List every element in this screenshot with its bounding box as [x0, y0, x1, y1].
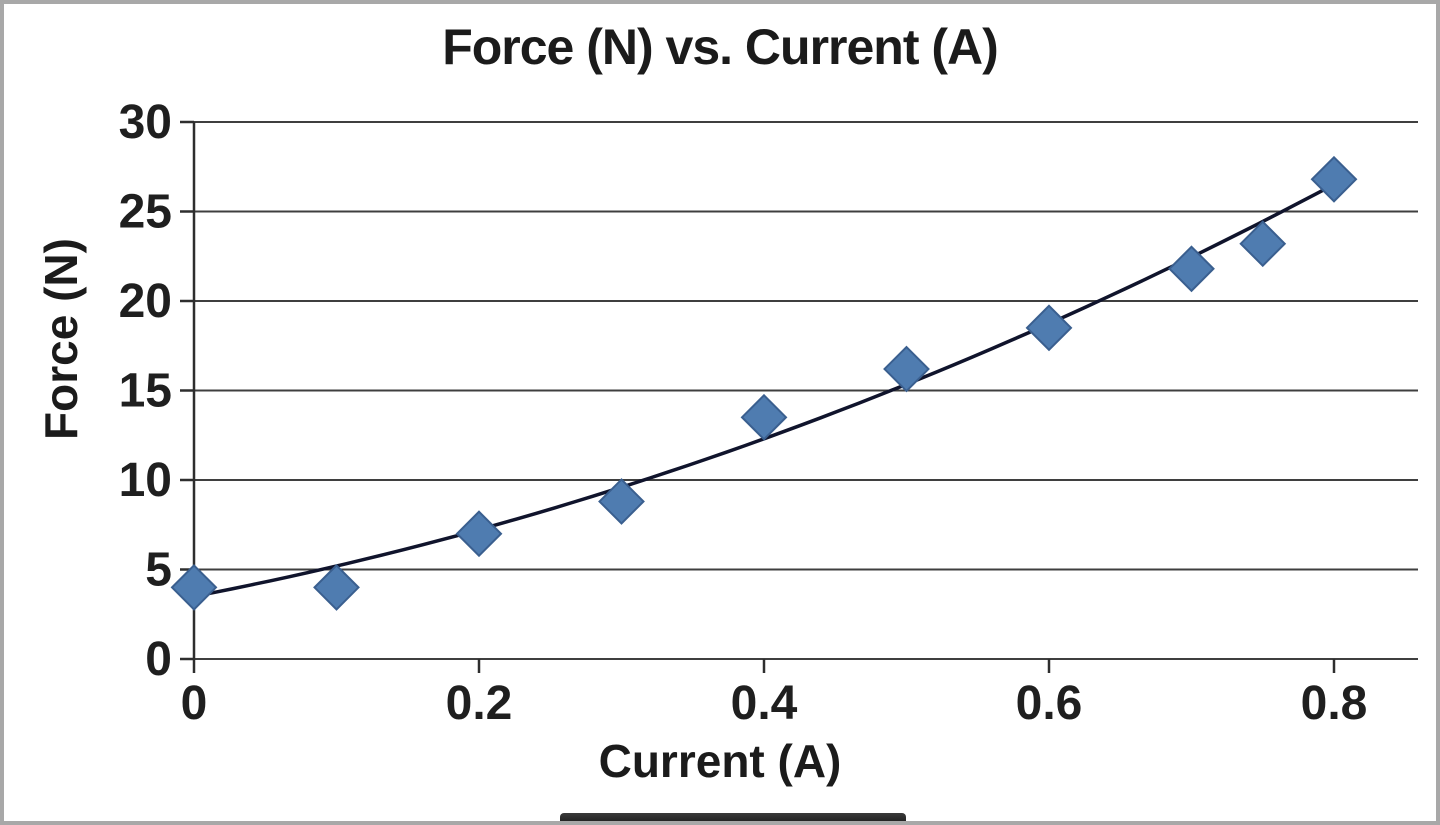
data-point-diamond	[1168, 245, 1215, 293]
cropped-bottom-artifact	[560, 813, 906, 821]
data-point-diamond	[170, 563, 218, 611]
x-tick-label: 0.2	[446, 677, 513, 730]
data-point-diamond	[1239, 220, 1287, 268]
y-tick-label: 10	[119, 454, 172, 507]
data-point-diamond	[883, 345, 930, 393]
x-tick-label: 0.6	[1016, 677, 1083, 730]
data-point-diamond	[598, 478, 645, 525]
data-point-diamond	[455, 510, 503, 558]
y-tick-label: 25	[119, 186, 172, 239]
x-tick-label: 0	[181, 677, 208, 730]
y-tick-label: 15	[119, 365, 172, 418]
y-tick-label: 0	[145, 633, 172, 686]
data-point-diamond	[1310, 155, 1358, 203]
chart-title: Force (N) vs. Current (A)	[442, 19, 999, 75]
plot-area: 0 5 10 15 20 25 30 0 0.2 0.4 0.6 0.8	[119, 96, 1418, 730]
y-tick-label: 20	[119, 275, 172, 328]
data-point-diamond	[740, 393, 788, 441]
x-axis-title: Current (A)	[598, 735, 842, 787]
x-tick-label: 0.8	[1301, 677, 1368, 730]
x-tick-label: 0.4	[731, 677, 798, 730]
y-tick-label: 5	[145, 544, 172, 597]
y-tick-label: 30	[119, 96, 172, 149]
data-point-diamond	[313, 563, 360, 611]
data-point-diamond	[1025, 304, 1073, 352]
